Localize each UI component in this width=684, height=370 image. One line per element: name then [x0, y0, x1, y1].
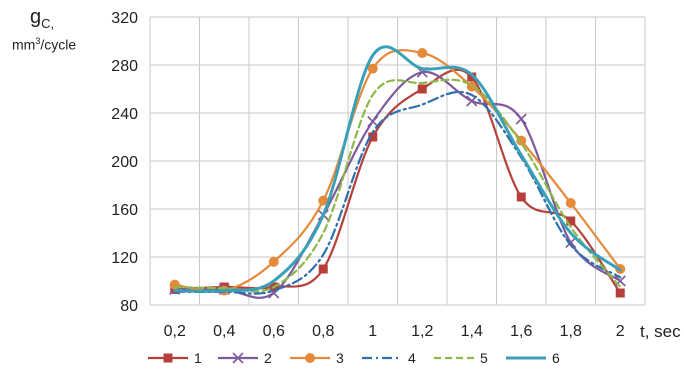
y-axis-unit: mm3/cycle: [12, 36, 76, 53]
y-axis-symbol: g: [30, 6, 42, 28]
y-tick-label: 80: [120, 298, 138, 315]
x-tick-label: 0,2: [164, 323, 186, 340]
legend-label: 2: [264, 350, 272, 366]
data-point: [566, 216, 576, 226]
grid: [149, 16, 646, 306]
data-point: [467, 72, 477, 82]
legend-item-3: 3: [290, 350, 344, 366]
x-stroke: [565, 237, 577, 249]
data-point: [615, 288, 625, 298]
data-point: [368, 132, 378, 142]
y-axis-ticks: 80 120 160 200 240 280 320: [111, 10, 138, 315]
y-tick-label: 240: [111, 106, 138, 123]
data-point: [515, 113, 527, 125]
series-5: [173, 78, 622, 293]
y-tick-label: 280: [111, 58, 138, 75]
y-tick-label: 200: [111, 154, 138, 171]
data-point: [318, 195, 329, 206]
data-point: [318, 264, 328, 274]
series-line-5: [173, 78, 622, 293]
y-axis-subscript: C,: [41, 16, 55, 31]
x-tick-label: 1,8: [560, 323, 582, 340]
x-tick-label: 0,4: [213, 323, 235, 340]
y-tick-label: 160: [111, 202, 138, 219]
x-stroke: [232, 352, 244, 364]
legend-label: 4: [408, 350, 416, 366]
x-tick-label: 1,6: [510, 323, 532, 340]
data-point: [417, 84, 427, 94]
legend-label: 1: [194, 350, 202, 366]
data-point: [268, 256, 279, 267]
legend-marker: [163, 353, 173, 363]
x-stroke: [515, 113, 527, 125]
y-axis-unit-sup: 3: [35, 36, 41, 46]
series-4: [173, 90, 622, 295]
series-line-4: [173, 90, 622, 295]
legend-item-6: 6: [506, 350, 560, 366]
data-point: [367, 115, 379, 127]
legend-item-5: 5: [434, 350, 488, 366]
data-point: [367, 63, 378, 74]
series-line-6: [173, 45, 622, 293]
y-axis-unit-post: /cycle: [40, 36, 77, 53]
legend-item-1: 1: [148, 350, 202, 366]
x-axis-label: t, sec: [640, 322, 681, 341]
data-point: [516, 192, 526, 202]
legend-marker: [232, 352, 244, 364]
x-tick-label: 1,2: [411, 323, 433, 340]
series-6: [173, 45, 622, 293]
series-lines: [169, 45, 626, 299]
x-axis-ticks: 0,2 0,4 0,6 0,8 1 1,2 1,4 1,6 1,8 2: [164, 323, 625, 340]
y-axis-label: gC,: [30, 6, 54, 31]
legend-item-4: 4: [362, 350, 416, 366]
y-axis-unit-pre: mm: [12, 36, 36, 53]
legend-label: 3: [336, 350, 344, 366]
x-tick-label: 0,6: [263, 323, 285, 340]
x-tick-label: 2: [616, 323, 625, 340]
x-tick-label: 1,4: [461, 323, 483, 340]
x-tick-label: 1: [368, 323, 377, 340]
legend-label: 6: [552, 350, 560, 366]
legend-label: 5: [480, 350, 488, 366]
data-point: [417, 48, 428, 58]
y-tick-label: 320: [111, 10, 138, 27]
y-tick-label: 120: [111, 250, 138, 267]
legend-marker: [305, 353, 315, 363]
data-point: [565, 198, 576, 208]
series-line-2: [173, 70, 622, 299]
legend: 1 2 3 4 5 6: [148, 350, 560, 366]
x-tick-label: 0,8: [312, 323, 334, 340]
legend-item-2: 2: [218, 350, 272, 366]
series-2: [169, 66, 626, 299]
x-stroke: [367, 115, 379, 127]
